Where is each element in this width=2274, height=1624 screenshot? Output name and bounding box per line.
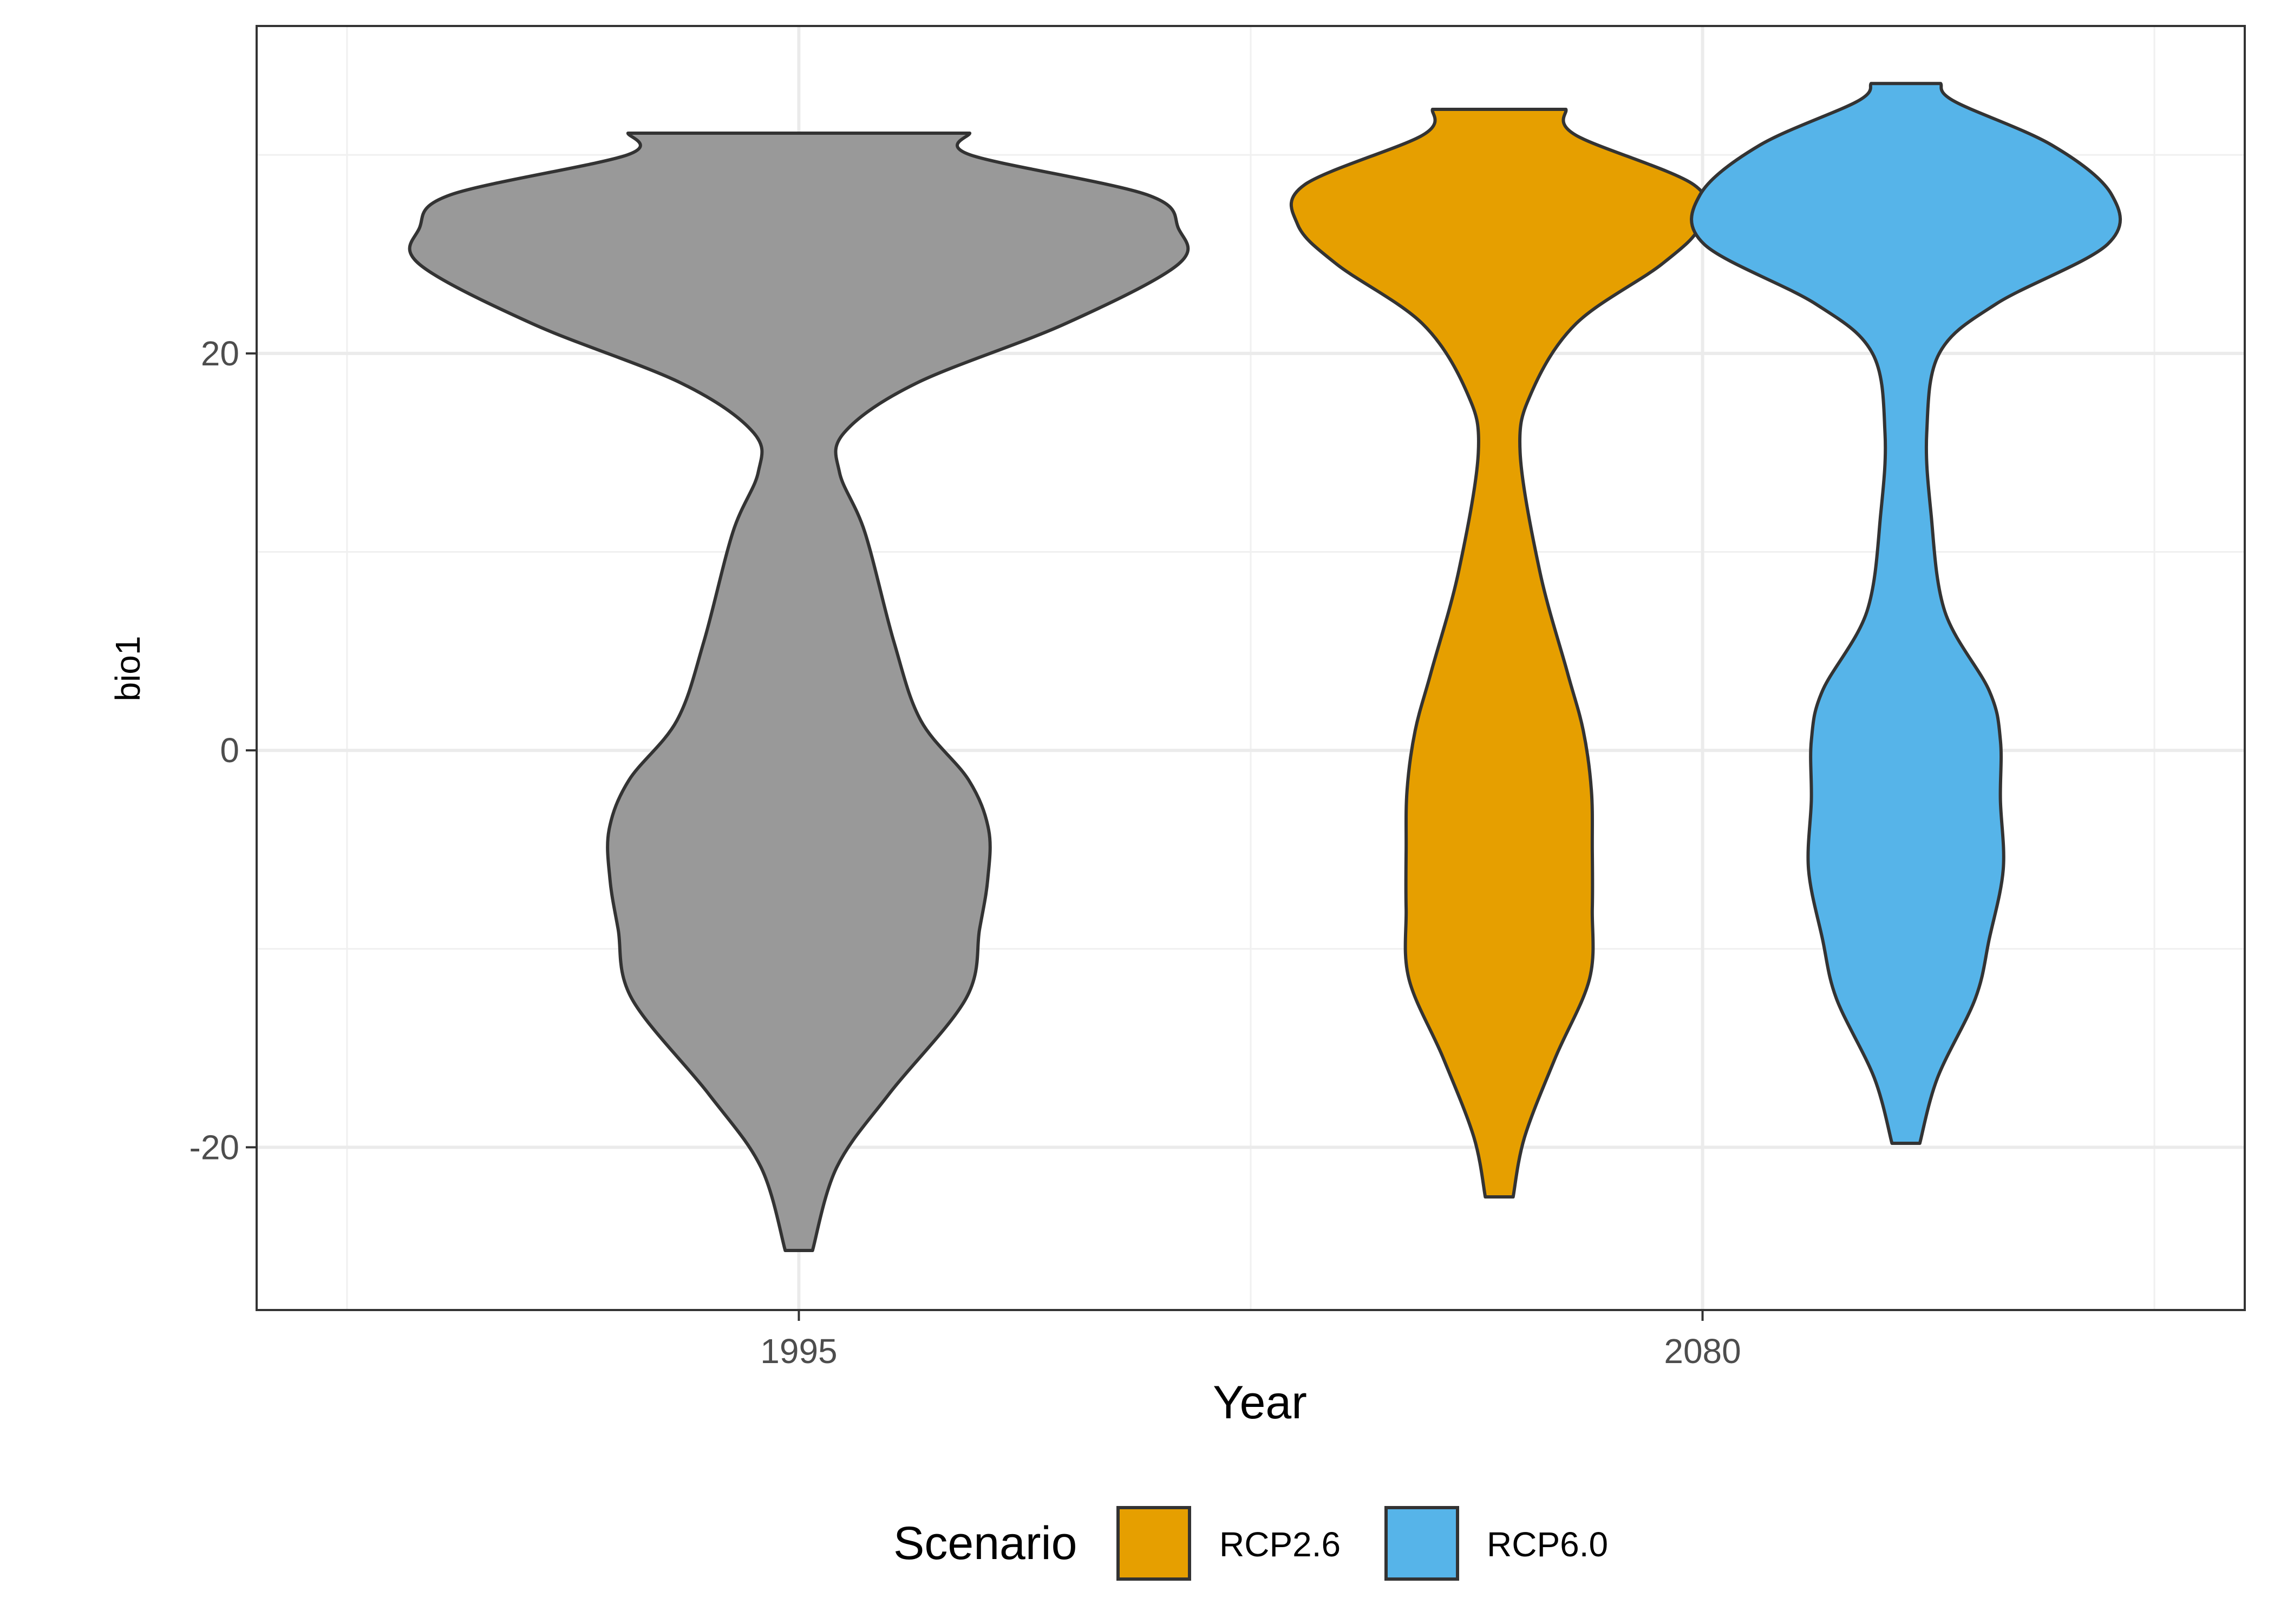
violin-1995 [408,132,1190,1252]
violin-2080-rcp6-0 [1690,82,2122,1145]
legend-key-rcp6-0 [1384,1506,1459,1581]
y-axis-title: bio1 [108,636,147,702]
y-tick-label: -20 [190,1128,240,1167]
legend-label-rcp6-0: RCP6.0 [1487,1525,1608,1564]
y-axis: -20 0 20 [190,334,257,1167]
legend-title: Scenario [893,1517,1077,1569]
y-tick-label: 0 [220,731,239,770]
violin-2080-rcp2-6 [1289,108,1709,1199]
legend-label-rcp2-6: RCP2.6 [1219,1525,1341,1564]
violin-group [408,82,2122,1252]
plot-panel-border [256,25,2246,1311]
x-tick-label: 1995 [760,1332,837,1371]
legend-key-rcp2-6 [1116,1506,1191,1581]
x-tick-label: 2080 [1664,1332,1741,1371]
x-axis-title: Year [1213,1377,1307,1429]
y-tick-label: 20 [201,334,239,373]
x-axis: 1995 2080 [760,1310,1741,1371]
legend: Scenario RCP2.6 RCP6.0 [893,1506,1608,1581]
